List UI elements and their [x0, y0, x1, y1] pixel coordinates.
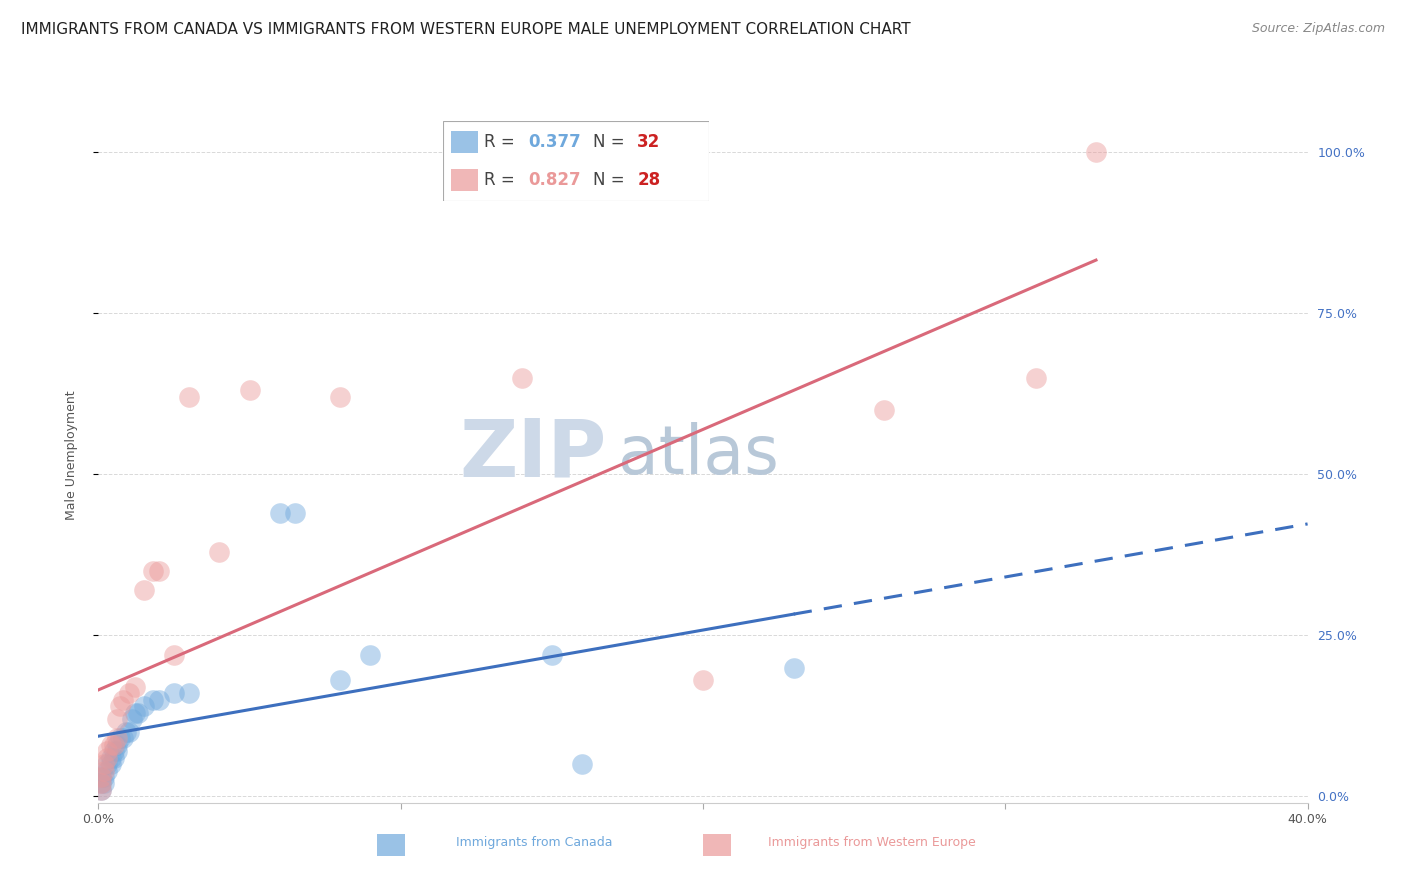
Point: [103, 738, 125, 752]
Point: [179, 686, 201, 700]
Text: atlas: atlas: [619, 422, 779, 488]
Point: [163, 648, 186, 662]
Point: [269, 506, 291, 520]
Text: Source: ZipAtlas.com: Source: ZipAtlas.com: [1251, 22, 1385, 36]
Point: [1024, 370, 1046, 384]
Point: [121, 712, 143, 726]
Point: [100, 757, 122, 772]
Point: [127, 706, 149, 720]
Point: [93, 764, 115, 778]
Text: ZIP: ZIP: [458, 416, 606, 494]
Point: [142, 692, 165, 706]
Point: [90, 770, 112, 784]
Point: [96, 744, 118, 758]
Text: Immigrants from Canada: Immigrants from Canada: [456, 837, 613, 849]
Point: [96, 764, 118, 778]
Point: [105, 712, 128, 726]
Point: [163, 686, 186, 700]
Point: [96, 750, 118, 764]
Y-axis label: Male Unemployment: Male Unemployment: [65, 390, 77, 520]
Point: [873, 402, 896, 417]
Point: [239, 384, 262, 398]
Point: [105, 744, 128, 758]
Point: [124, 680, 146, 694]
Point: [93, 776, 115, 790]
Point: [179, 390, 201, 404]
Point: [103, 750, 125, 764]
Point: [1085, 145, 1108, 160]
Point: [90, 776, 112, 790]
Point: [118, 725, 141, 739]
Point: [208, 544, 231, 558]
Point: [132, 699, 155, 714]
Point: [108, 731, 131, 746]
Point: [118, 686, 141, 700]
Point: [105, 731, 128, 746]
Point: [93, 770, 115, 784]
Point: [100, 750, 122, 764]
Point: [105, 738, 128, 752]
Point: [103, 744, 125, 758]
Point: [148, 692, 170, 706]
Point: [111, 731, 134, 746]
Point: [510, 370, 533, 384]
Point: [96, 757, 118, 772]
Text: IMMIGRANTS FROM CANADA VS IMMIGRANTS FROM WESTERN EUROPE MALE UNEMPLOYMENT CORRE: IMMIGRANTS FROM CANADA VS IMMIGRANTS FRO…: [21, 22, 911, 37]
Point: [114, 725, 136, 739]
Point: [692, 673, 714, 688]
Point: [540, 648, 562, 662]
Point: [571, 757, 593, 772]
Point: [111, 692, 134, 706]
Point: [329, 390, 352, 404]
Point: [148, 564, 170, 578]
Point: [90, 783, 112, 797]
Point: [90, 770, 112, 784]
Point: [783, 660, 806, 674]
Point: [108, 699, 131, 714]
Point: [284, 506, 307, 520]
Point: [93, 757, 115, 772]
Point: [100, 738, 122, 752]
Point: [90, 783, 112, 797]
Text: Immigrants from Western Europe: Immigrants from Western Europe: [768, 837, 976, 849]
Point: [142, 564, 165, 578]
Point: [90, 776, 112, 790]
Point: [124, 706, 146, 720]
Point: [132, 583, 155, 598]
Point: [360, 648, 382, 662]
Point: [329, 673, 352, 688]
